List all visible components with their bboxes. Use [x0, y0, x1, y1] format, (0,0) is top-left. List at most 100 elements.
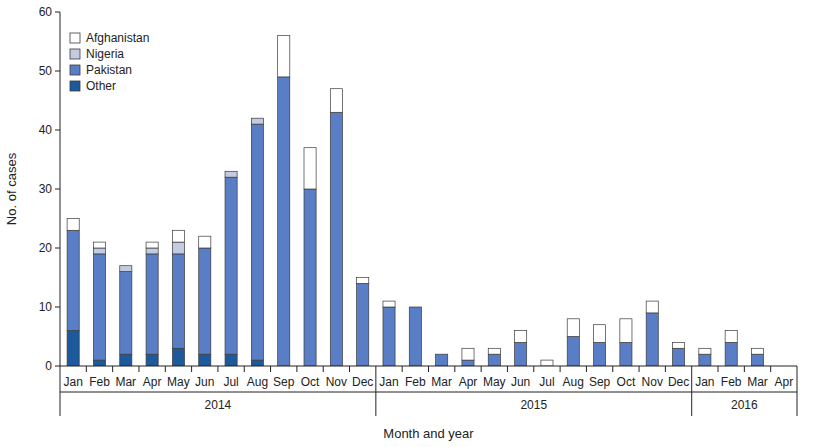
x-tick-label: Jun	[511, 375, 530, 389]
bar-segment	[620, 342, 632, 366]
x-tick-label: Apr	[774, 375, 793, 389]
legend-label: Afghanistan	[86, 31, 149, 45]
y-tick-label: 10	[39, 300, 53, 314]
y-axis-label: No. of cases	[4, 152, 19, 225]
x-tick	[481, 366, 482, 372]
bar-segment	[251, 118, 263, 124]
x-tick	[560, 366, 561, 372]
bar-segment	[120, 354, 132, 366]
bar-segment	[172, 230, 184, 242]
x-tick	[270, 366, 271, 372]
bar-segment	[462, 360, 474, 366]
y-tick	[55, 130, 60, 131]
group-label: 2015	[520, 398, 547, 412]
chart: 0102030405060No. of casesJanFebMarAprMay…	[0, 0, 828, 447]
group-separator	[375, 366, 376, 416]
y-tick	[55, 71, 60, 72]
x-tick-label: Nov	[642, 375, 663, 389]
x-tick-label: Oct	[617, 375, 636, 389]
bar-segment	[199, 236, 211, 248]
group-separator	[60, 366, 61, 416]
legend: AfghanistanNigeriaPakistanOther	[70, 31, 149, 93]
bar-segment	[594, 325, 606, 343]
y-tick	[55, 12, 60, 13]
bar-segment	[541, 360, 553, 366]
bar-segment	[93, 254, 105, 360]
bar-segment	[436, 354, 448, 355]
x-tick-label: Aug	[563, 375, 584, 389]
x-tick-label: Jan	[379, 375, 398, 389]
bar-segment	[383, 301, 395, 307]
legend-swatch	[70, 49, 80, 59]
x-tick-label: Mar	[115, 375, 136, 389]
y-tick	[55, 307, 60, 308]
bar-segment	[725, 342, 737, 366]
bar-segment	[620, 319, 632, 343]
x-tick-label: Apr	[459, 375, 478, 389]
x-tick-label: Mar	[431, 375, 452, 389]
y-tick	[55, 366, 60, 367]
y-tick-label: 20	[39, 241, 53, 255]
group-line	[60, 392, 797, 393]
legend-swatch	[70, 33, 80, 43]
x-tick-label: Feb	[89, 375, 110, 389]
bar-segment	[699, 348, 711, 354]
bar-segment	[409, 307, 421, 308]
x-tick	[217, 366, 218, 372]
x-tick	[665, 366, 666, 372]
bar-segment	[146, 242, 158, 248]
y-tick-label: 0	[45, 359, 52, 373]
bar-segment	[751, 354, 763, 366]
x-tick	[586, 366, 587, 372]
bar-segment	[488, 348, 500, 354]
group-label: 2016	[731, 398, 758, 412]
x-tick	[323, 366, 324, 372]
x-tick	[533, 366, 534, 372]
bar-segment	[146, 254, 158, 354]
bar-segment	[225, 354, 237, 366]
x-tick-label: Feb	[405, 375, 426, 389]
bar-segment	[699, 354, 711, 366]
bar-segment	[515, 342, 527, 366]
x-tick	[744, 366, 745, 372]
x-tick-label: Apr	[143, 375, 162, 389]
bar-segment	[93, 360, 105, 366]
x-tick	[770, 366, 771, 372]
bar-segment	[488, 354, 500, 366]
x-tick	[718, 366, 719, 372]
bar-segment	[278, 36, 290, 77]
x-tick	[191, 366, 192, 372]
x-tick-label: Dec	[352, 375, 373, 389]
x-tick-label: May	[167, 375, 190, 389]
bar-segment	[146, 354, 158, 366]
bar-segment	[93, 248, 105, 254]
bar-segment	[567, 319, 579, 337]
y-tick	[55, 189, 60, 190]
bar-segment	[357, 283, 369, 366]
x-tick-label: Mar	[747, 375, 768, 389]
x-tick	[296, 366, 297, 372]
bar-segment	[330, 89, 342, 113]
x-tick-label: Sep	[589, 375, 611, 389]
bar-segment	[225, 177, 237, 354]
x-tick	[612, 366, 613, 372]
bar-segment	[436, 354, 448, 355]
bar-segment	[67, 331, 79, 366]
bar-segment	[67, 230, 79, 330]
bar-segment	[357, 278, 369, 284]
bar-segment	[146, 248, 158, 254]
bar-segment	[172, 348, 184, 366]
group-separator	[797, 366, 798, 416]
bar-segment	[278, 77, 290, 366]
x-tick-label: Jul	[223, 375, 238, 389]
bar-segment	[330, 112, 342, 366]
bar-segment	[251, 118, 263, 119]
bar-segment	[225, 171, 237, 172]
y-tick	[55, 248, 60, 249]
bar-segment	[251, 124, 263, 360]
bar-segment	[251, 360, 263, 366]
y-tick-label: 50	[39, 64, 53, 78]
bar-segment	[594, 342, 606, 366]
x-tick	[507, 366, 508, 372]
y-tick-label: 30	[39, 182, 53, 196]
